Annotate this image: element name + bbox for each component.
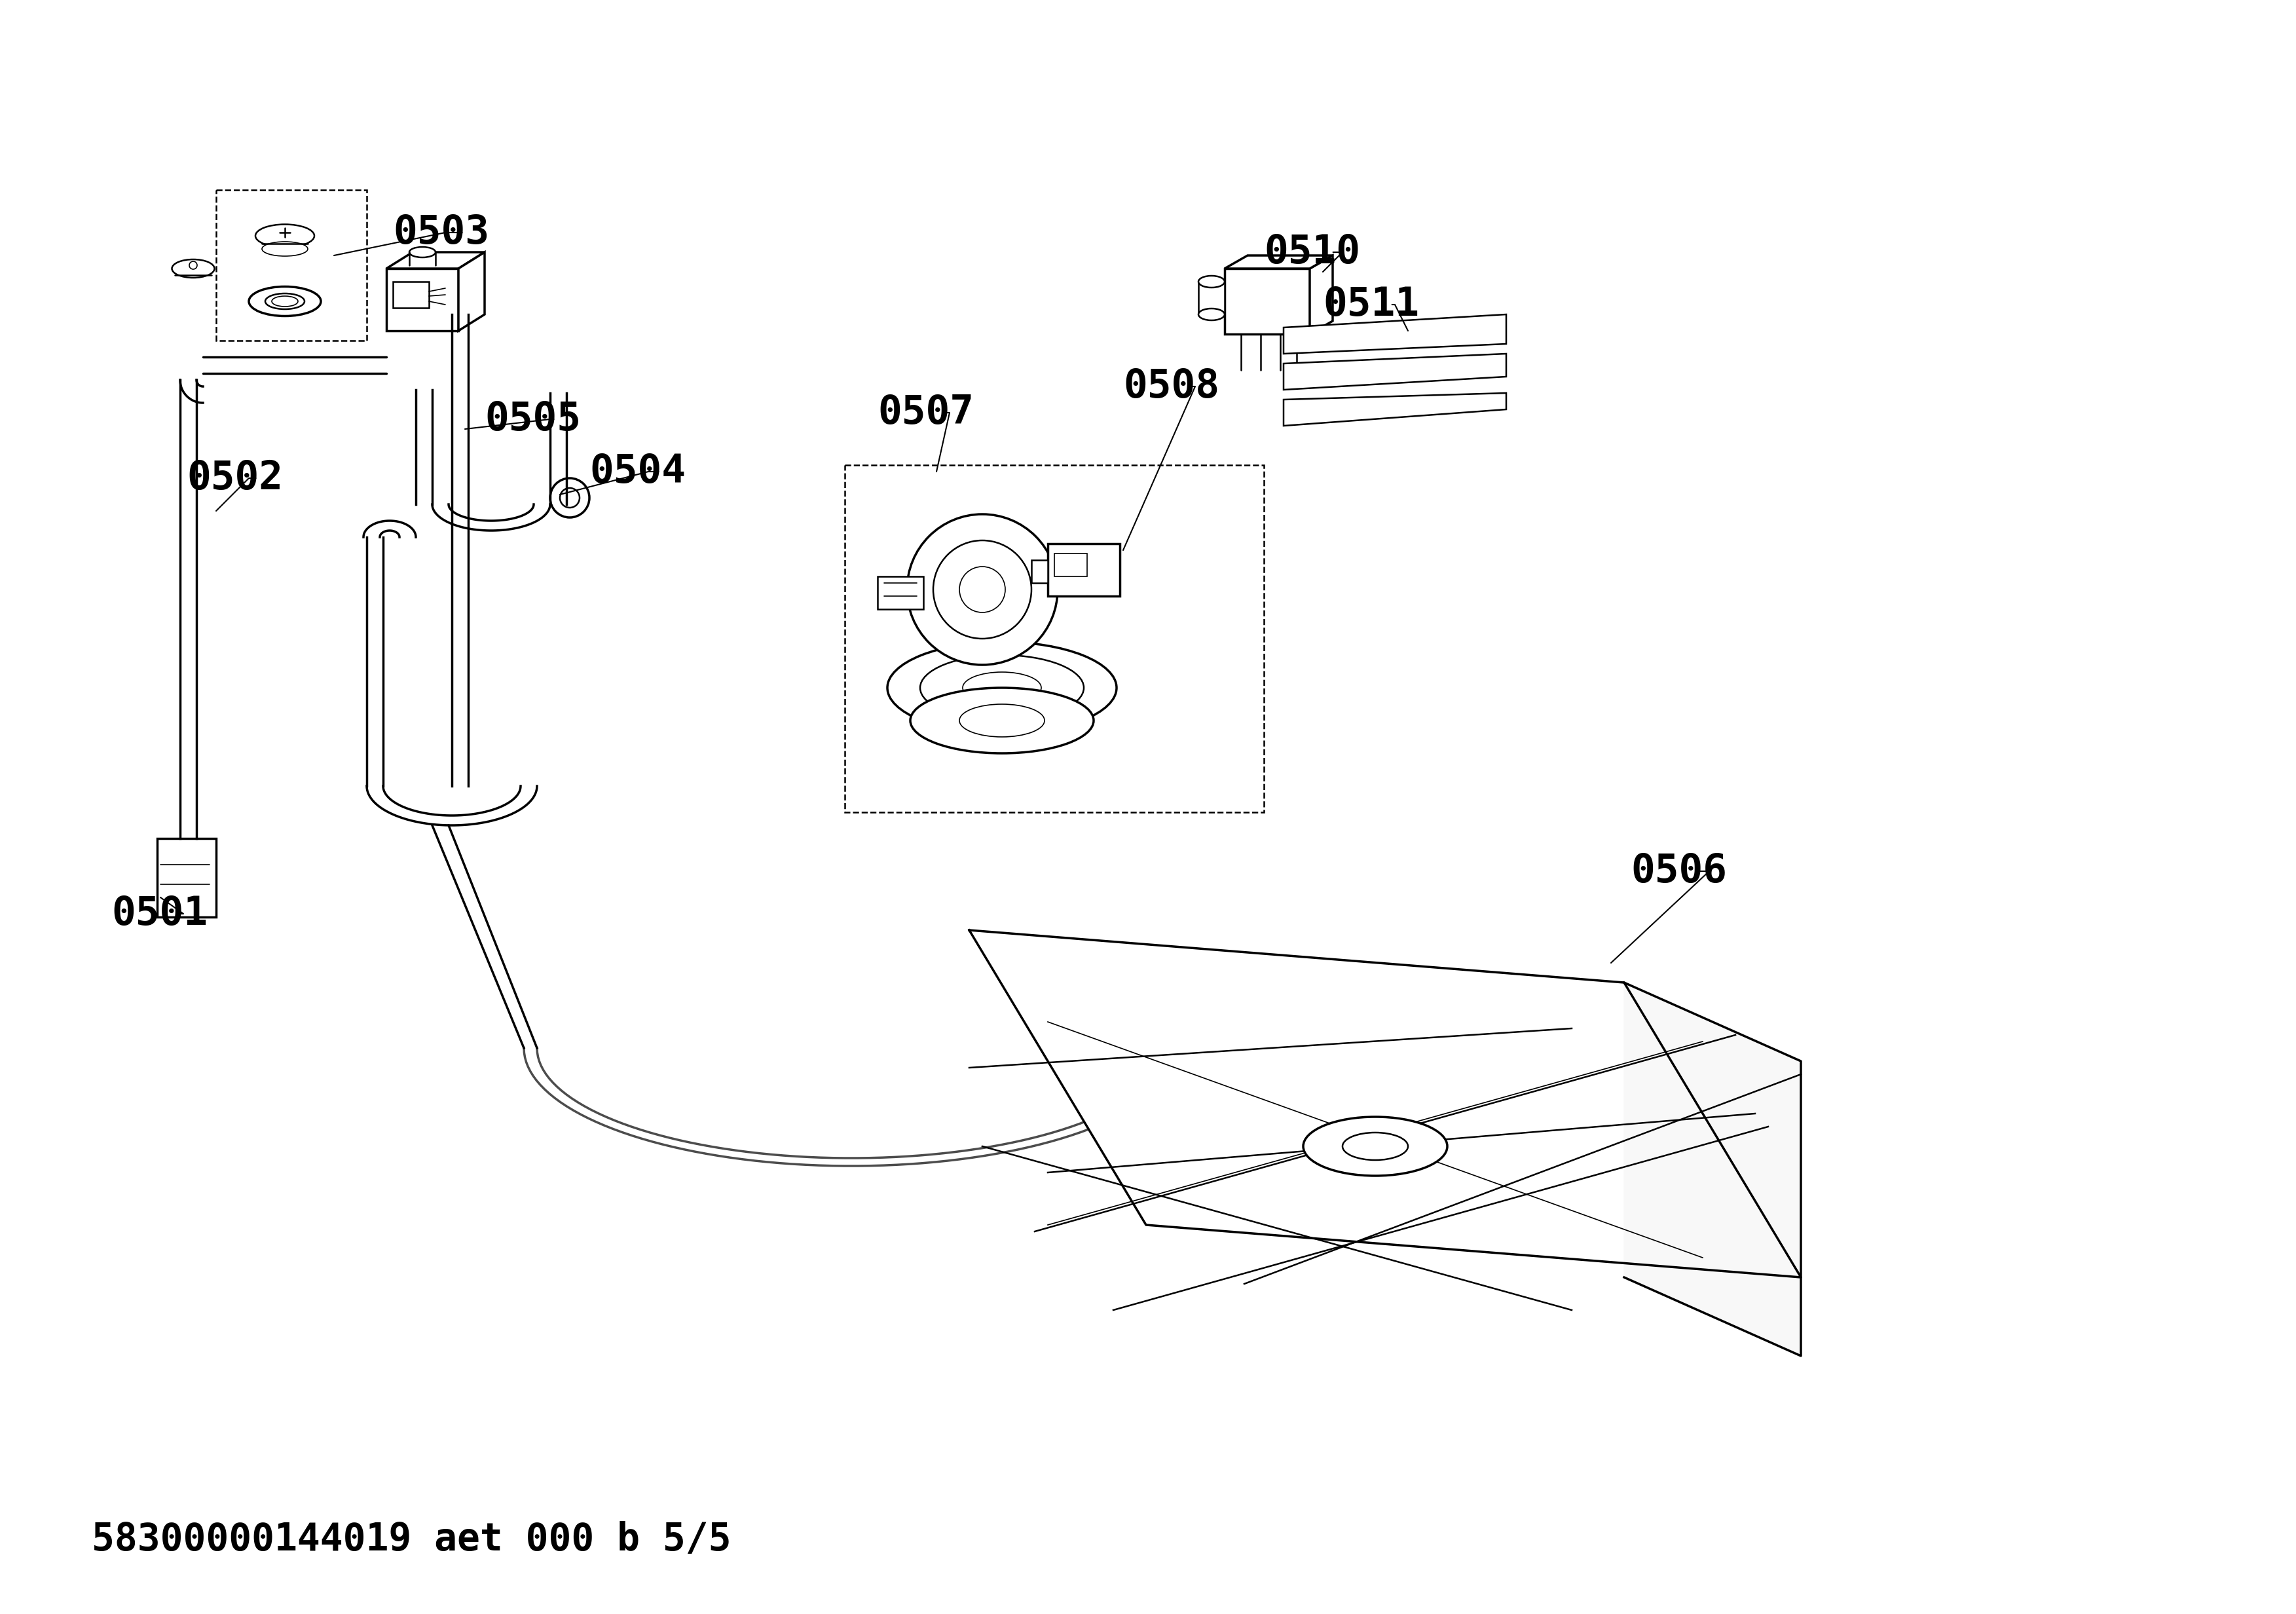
Bar bbox=[393, 282, 429, 308]
Circle shape bbox=[188, 261, 197, 270]
Bar bbox=[1031, 560, 1047, 583]
Ellipse shape bbox=[255, 224, 315, 247]
Ellipse shape bbox=[909, 688, 1093, 754]
Bar bbox=[156, 838, 216, 917]
Ellipse shape bbox=[886, 642, 1116, 734]
Polygon shape bbox=[969, 930, 1800, 1277]
Text: 0501: 0501 bbox=[110, 894, 207, 933]
Bar bbox=[216, 190, 367, 341]
Polygon shape bbox=[1623, 983, 1800, 1356]
Text: 0511: 0511 bbox=[1322, 286, 1419, 324]
Bar bbox=[845, 465, 1263, 812]
Bar bbox=[386, 268, 459, 331]
Text: 0510: 0510 bbox=[1263, 232, 1359, 271]
Text: 0505: 0505 bbox=[484, 400, 581, 439]
Ellipse shape bbox=[248, 287, 321, 316]
Ellipse shape bbox=[1343, 1133, 1407, 1160]
Bar bbox=[1054, 554, 1086, 576]
Text: 0502: 0502 bbox=[186, 458, 282, 497]
Polygon shape bbox=[1283, 315, 1506, 353]
Ellipse shape bbox=[271, 295, 298, 307]
Ellipse shape bbox=[172, 260, 214, 278]
Polygon shape bbox=[386, 252, 484, 268]
Polygon shape bbox=[459, 252, 484, 331]
Polygon shape bbox=[1309, 255, 1332, 334]
Ellipse shape bbox=[262, 242, 308, 257]
Text: 0503: 0503 bbox=[393, 213, 489, 252]
Circle shape bbox=[907, 515, 1058, 665]
Polygon shape bbox=[1283, 353, 1506, 389]
Ellipse shape bbox=[1199, 308, 1224, 320]
Ellipse shape bbox=[960, 704, 1045, 738]
Circle shape bbox=[551, 478, 590, 518]
Ellipse shape bbox=[266, 294, 305, 310]
Bar bbox=[877, 576, 923, 608]
Ellipse shape bbox=[1199, 276, 1224, 287]
Text: 0508: 0508 bbox=[1123, 366, 1219, 405]
Ellipse shape bbox=[409, 247, 436, 257]
Ellipse shape bbox=[962, 671, 1042, 704]
Text: 0506: 0506 bbox=[1630, 852, 1727, 891]
Bar bbox=[1224, 268, 1309, 334]
Bar bbox=[1199, 282, 1224, 315]
Text: 0507: 0507 bbox=[877, 394, 974, 433]
Polygon shape bbox=[1224, 255, 1332, 268]
Bar bbox=[1047, 544, 1120, 596]
Text: 0504: 0504 bbox=[590, 452, 687, 491]
Ellipse shape bbox=[921, 655, 1084, 720]
Circle shape bbox=[932, 541, 1031, 639]
Text: 58300000144019 aet 000 b 5/5: 58300000144019 aet 000 b 5/5 bbox=[92, 1520, 730, 1558]
Ellipse shape bbox=[1304, 1117, 1446, 1175]
Circle shape bbox=[560, 487, 579, 508]
Circle shape bbox=[960, 567, 1006, 612]
Polygon shape bbox=[1283, 394, 1506, 426]
